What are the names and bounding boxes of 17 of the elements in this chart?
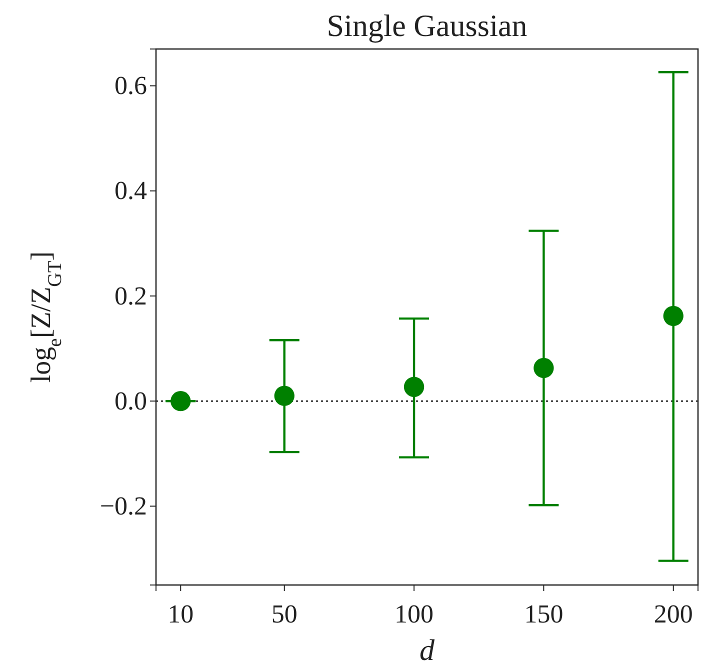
y-tick-label: 0.2 [114,281,147,310]
x-tick-label: 150 [524,600,564,629]
point [170,391,191,412]
x-tick-label: 50 [271,600,298,629]
point [534,358,554,378]
chart-title: Single Gaussian [326,8,528,43]
x-tick-label: 200 [654,600,693,629]
x-tick-label: 10 [168,600,194,629]
y-tick-label: 0.0 [114,386,147,416]
point [663,306,684,326]
y-tick-label: 0.4 [114,176,147,206]
point [274,386,294,406]
x-tick-label: 100 [394,600,434,629]
point [404,376,424,397]
y-tick-label: 0.6 [114,71,147,100]
y-tick-label: −0.2 [100,491,147,520]
x-axis-title: d [420,634,436,667]
